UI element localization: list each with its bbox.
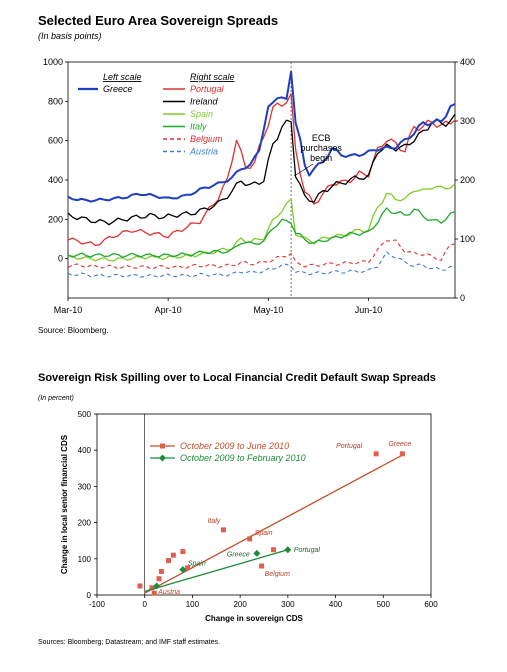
chart2-title: Sovereign Risk Spilling over to Local Fi… xyxy=(38,372,436,384)
y-axis-tick-label: 300 xyxy=(78,482,92,491)
legend-marker-diamond xyxy=(159,454,166,462)
scatter-point-diamond xyxy=(179,566,187,574)
right-axis-tick-label: 100 xyxy=(460,234,475,244)
x-axis-tick-label: -100 xyxy=(89,600,106,609)
legend-label-ireland: Ireland xyxy=(190,97,219,107)
series-line-greece xyxy=(67,70,456,203)
x-axis-tick-label: 600 xyxy=(424,600,438,609)
x-axis-tick-label: Mar-10 xyxy=(54,305,83,315)
point-label-belgium: Belgium xyxy=(265,571,290,578)
scatter-point-square xyxy=(151,590,157,596)
left-axis-tick-label: 0 xyxy=(58,254,63,264)
x-axis-tick-label: 400 xyxy=(329,600,343,609)
scatter-point-square xyxy=(373,451,379,457)
left-axis-tick-label: 400 xyxy=(48,175,63,185)
fit-line-2 xyxy=(144,549,289,593)
chart2-subtitle: (In percent) xyxy=(38,395,74,402)
scatter-point-square xyxy=(247,536,253,542)
legend-label-1: October 2009 to June 2010 xyxy=(180,441,289,451)
point-label-greece: Greece xyxy=(227,551,250,558)
x-axis-tick-label: 0 xyxy=(142,600,147,609)
legend-label-2: October 2009 to February 2010 xyxy=(180,453,306,463)
x-axis-tick-label: Apr-10 xyxy=(155,305,182,315)
y-axis-tick-label: 100 xyxy=(78,555,92,564)
legend-label-austria: Austria xyxy=(189,147,218,157)
right-axis-tick-label: 400 xyxy=(460,57,475,67)
x-axis-tick-label: Jun-10 xyxy=(355,305,383,315)
ecb-annotation-line: ECB xyxy=(312,133,331,143)
x-axis-tick-label: 500 xyxy=(377,600,391,609)
left-axis-tick-label: 200 xyxy=(48,214,63,224)
scatter-point-square xyxy=(166,558,172,564)
spreads-line-chart: 0 200 400 600 800 1000 0 100 200 300 400 Mar-10 Apr-… xyxy=(43,57,475,315)
scatter-point-diamond xyxy=(153,582,161,590)
legend-label-portugal: Portugal xyxy=(190,84,225,94)
series-line-italy xyxy=(67,207,456,258)
series-line-austria xyxy=(67,251,456,278)
left-axis-tick-label: 1000 xyxy=(43,57,63,67)
legend-marker-square xyxy=(160,443,165,449)
chart1-subtitle: (In basis points) xyxy=(38,31,102,41)
series-line-spain xyxy=(67,183,456,262)
scatter-point-square xyxy=(137,583,143,589)
x-axis-tick-label: May-10 xyxy=(253,305,283,315)
legend-right-title: Right scale xyxy=(190,72,235,82)
scatter-point-square xyxy=(259,563,265,569)
point-label-spain: Spain xyxy=(188,561,206,568)
point-label-italy: Italy xyxy=(207,518,220,525)
y-axis-title: Change in local senior financial CDS xyxy=(60,434,69,574)
scatter-point-square xyxy=(156,576,162,582)
scatter-point-square xyxy=(170,552,176,558)
x-axis-tick-label: 100 xyxy=(186,600,200,609)
right-axis-tick-label: 0 xyxy=(460,293,465,303)
scatter-point-diamond xyxy=(284,546,292,554)
right-axis-tick-label: 300 xyxy=(460,116,475,126)
legend-label-italy: Italy xyxy=(190,122,207,132)
scatter-point-square xyxy=(158,568,164,574)
y-axis-tick-label: 0 xyxy=(87,591,92,600)
scatter-frame xyxy=(96,413,432,596)
x-axis-tick-label: 200 xyxy=(233,600,247,609)
right-axis-tick-label: 200 xyxy=(460,175,475,185)
ecb-annotation-arrow xyxy=(293,163,314,177)
point-label-portugal: Portugal xyxy=(336,443,363,450)
scatter-point-diamond xyxy=(253,549,261,557)
point-label-spain: Spain xyxy=(255,530,273,537)
ecb-annotation-line: begin xyxy=(310,153,332,163)
legend-label-belgium: Belgium xyxy=(190,134,223,144)
chart1-source: Source: Bloomberg. xyxy=(38,326,109,335)
ecb-annotation-line: purchases xyxy=(300,143,342,153)
scatter-point-square xyxy=(149,585,155,591)
legend-left-title: Left scale xyxy=(103,72,142,82)
x-axis-title: Change in sovereign CDS xyxy=(205,614,303,623)
scatter-point-square xyxy=(271,547,277,553)
y-axis-tick-label: 200 xyxy=(78,519,92,528)
chart1-title: Selected Euro Area Sovereign Spreads xyxy=(38,13,279,28)
scatter-point-square xyxy=(220,527,226,533)
scatter-point-square xyxy=(399,451,405,457)
point-label-portugal: Portugal xyxy=(294,547,321,554)
left-axis-tick-label: 600 xyxy=(48,136,63,146)
y-axis-tick-label: 400 xyxy=(78,446,92,455)
scatter-point-square xyxy=(180,549,186,555)
legend-label-greece: Greece xyxy=(103,84,133,94)
x-axis-tick-label: 300 xyxy=(281,600,295,609)
point-label-greece: Greece xyxy=(388,441,411,448)
chart2-source: Sources: Bloomberg; Datastream; and IMF … xyxy=(38,639,220,646)
y-axis-tick-label: 500 xyxy=(78,410,92,419)
legend-label-spain: Spain xyxy=(190,109,213,119)
point-label-austria: Austria xyxy=(157,589,180,596)
left-axis-tick-label: 800 xyxy=(48,96,63,106)
scatter-point-square xyxy=(185,565,191,571)
